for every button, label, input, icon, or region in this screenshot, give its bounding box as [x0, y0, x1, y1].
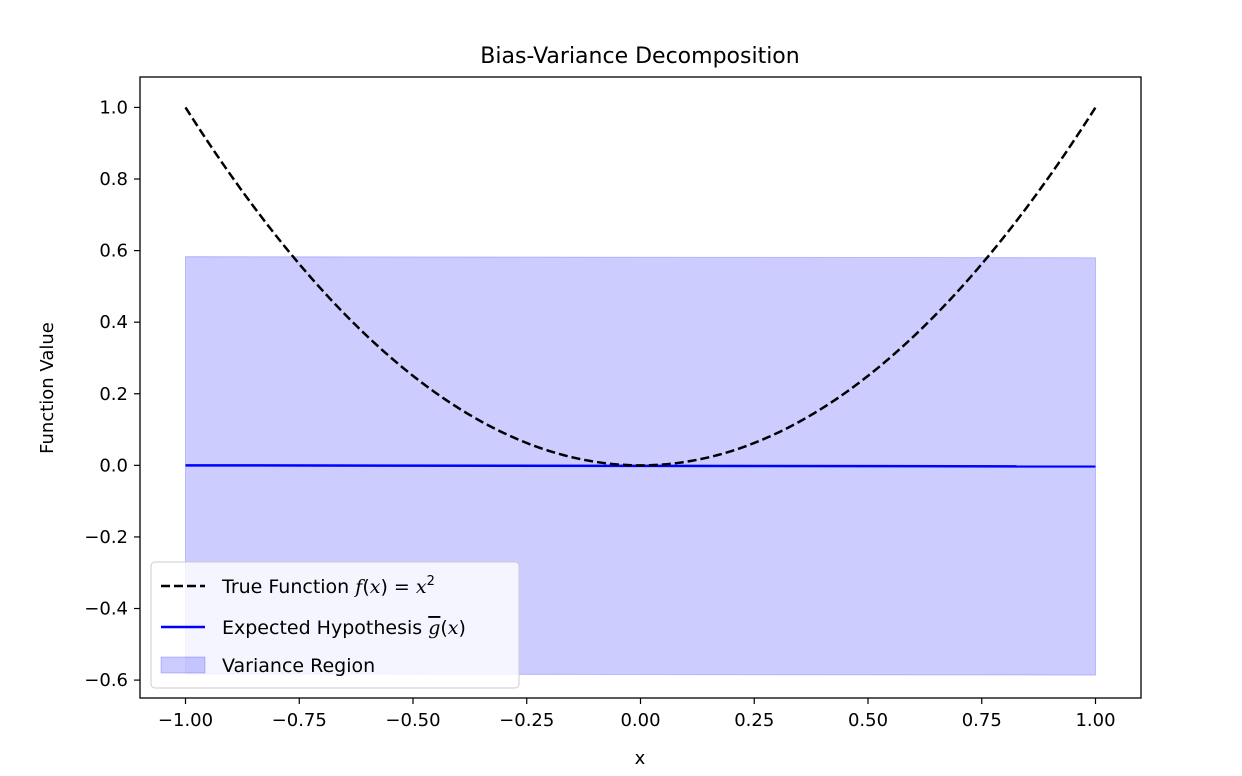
legend-label-expected-hypothesis: Expected Hypothesis g(x) — [222, 617, 466, 639]
y-tick-label: −0.2 — [84, 527, 128, 548]
y-axis-ticks: −0.6 −0.4 −0.2 0.0 0.2 0.4 0.6 0.8 1.0 — [84, 97, 140, 691]
x-tick-label: −1.00 — [158, 710, 213, 731]
x-axis-ticks: −1.00 −0.75 −0.50 −0.25 0.00 0.25 0.50 0.75 1.00 — [158, 698, 1116, 731]
x-axis-label: x — [635, 748, 646, 769]
y-tick-label: 0.0 — [99, 455, 128, 476]
x-tick-label: 0.25 — [734, 710, 774, 731]
x-tick-label: 0.00 — [620, 710, 660, 731]
x-tick-label: −0.50 — [385, 710, 440, 731]
y-axis-label: Function Value — [37, 322, 58, 454]
y-tick-label: 0.6 — [99, 241, 128, 262]
y-tick-label: 1.0 — [99, 97, 128, 118]
x-tick-label: −0.75 — [272, 710, 327, 731]
chart-title: Bias-Variance Decomposition — [480, 44, 799, 69]
x-tick-label: 1.00 — [1075, 710, 1115, 731]
x-tick-label: 0.50 — [848, 710, 888, 731]
x-tick-label: 0.75 — [962, 710, 1002, 731]
legend-box — [150, 561, 520, 689]
y-tick-label: 0.4 — [99, 312, 128, 333]
legend-swatch-variance-region — [160, 656, 206, 674]
y-tick-label: −0.4 — [84, 599, 128, 620]
legend-label-true-function: True Function f(x) = x2 — [221, 574, 435, 598]
y-tick-label: −0.6 — [84, 670, 128, 691]
legend-label-variance-region: Variance Region — [222, 655, 375, 677]
y-tick-label: 0.8 — [99, 169, 128, 190]
y-tick-label: 0.2 — [99, 384, 128, 405]
true-function-curve — [184, 106, 1097, 467]
x-tick-label: −0.25 — [499, 710, 554, 731]
legend: True Function f(x) = x2 Expected Hypothe… — [150, 561, 520, 689]
